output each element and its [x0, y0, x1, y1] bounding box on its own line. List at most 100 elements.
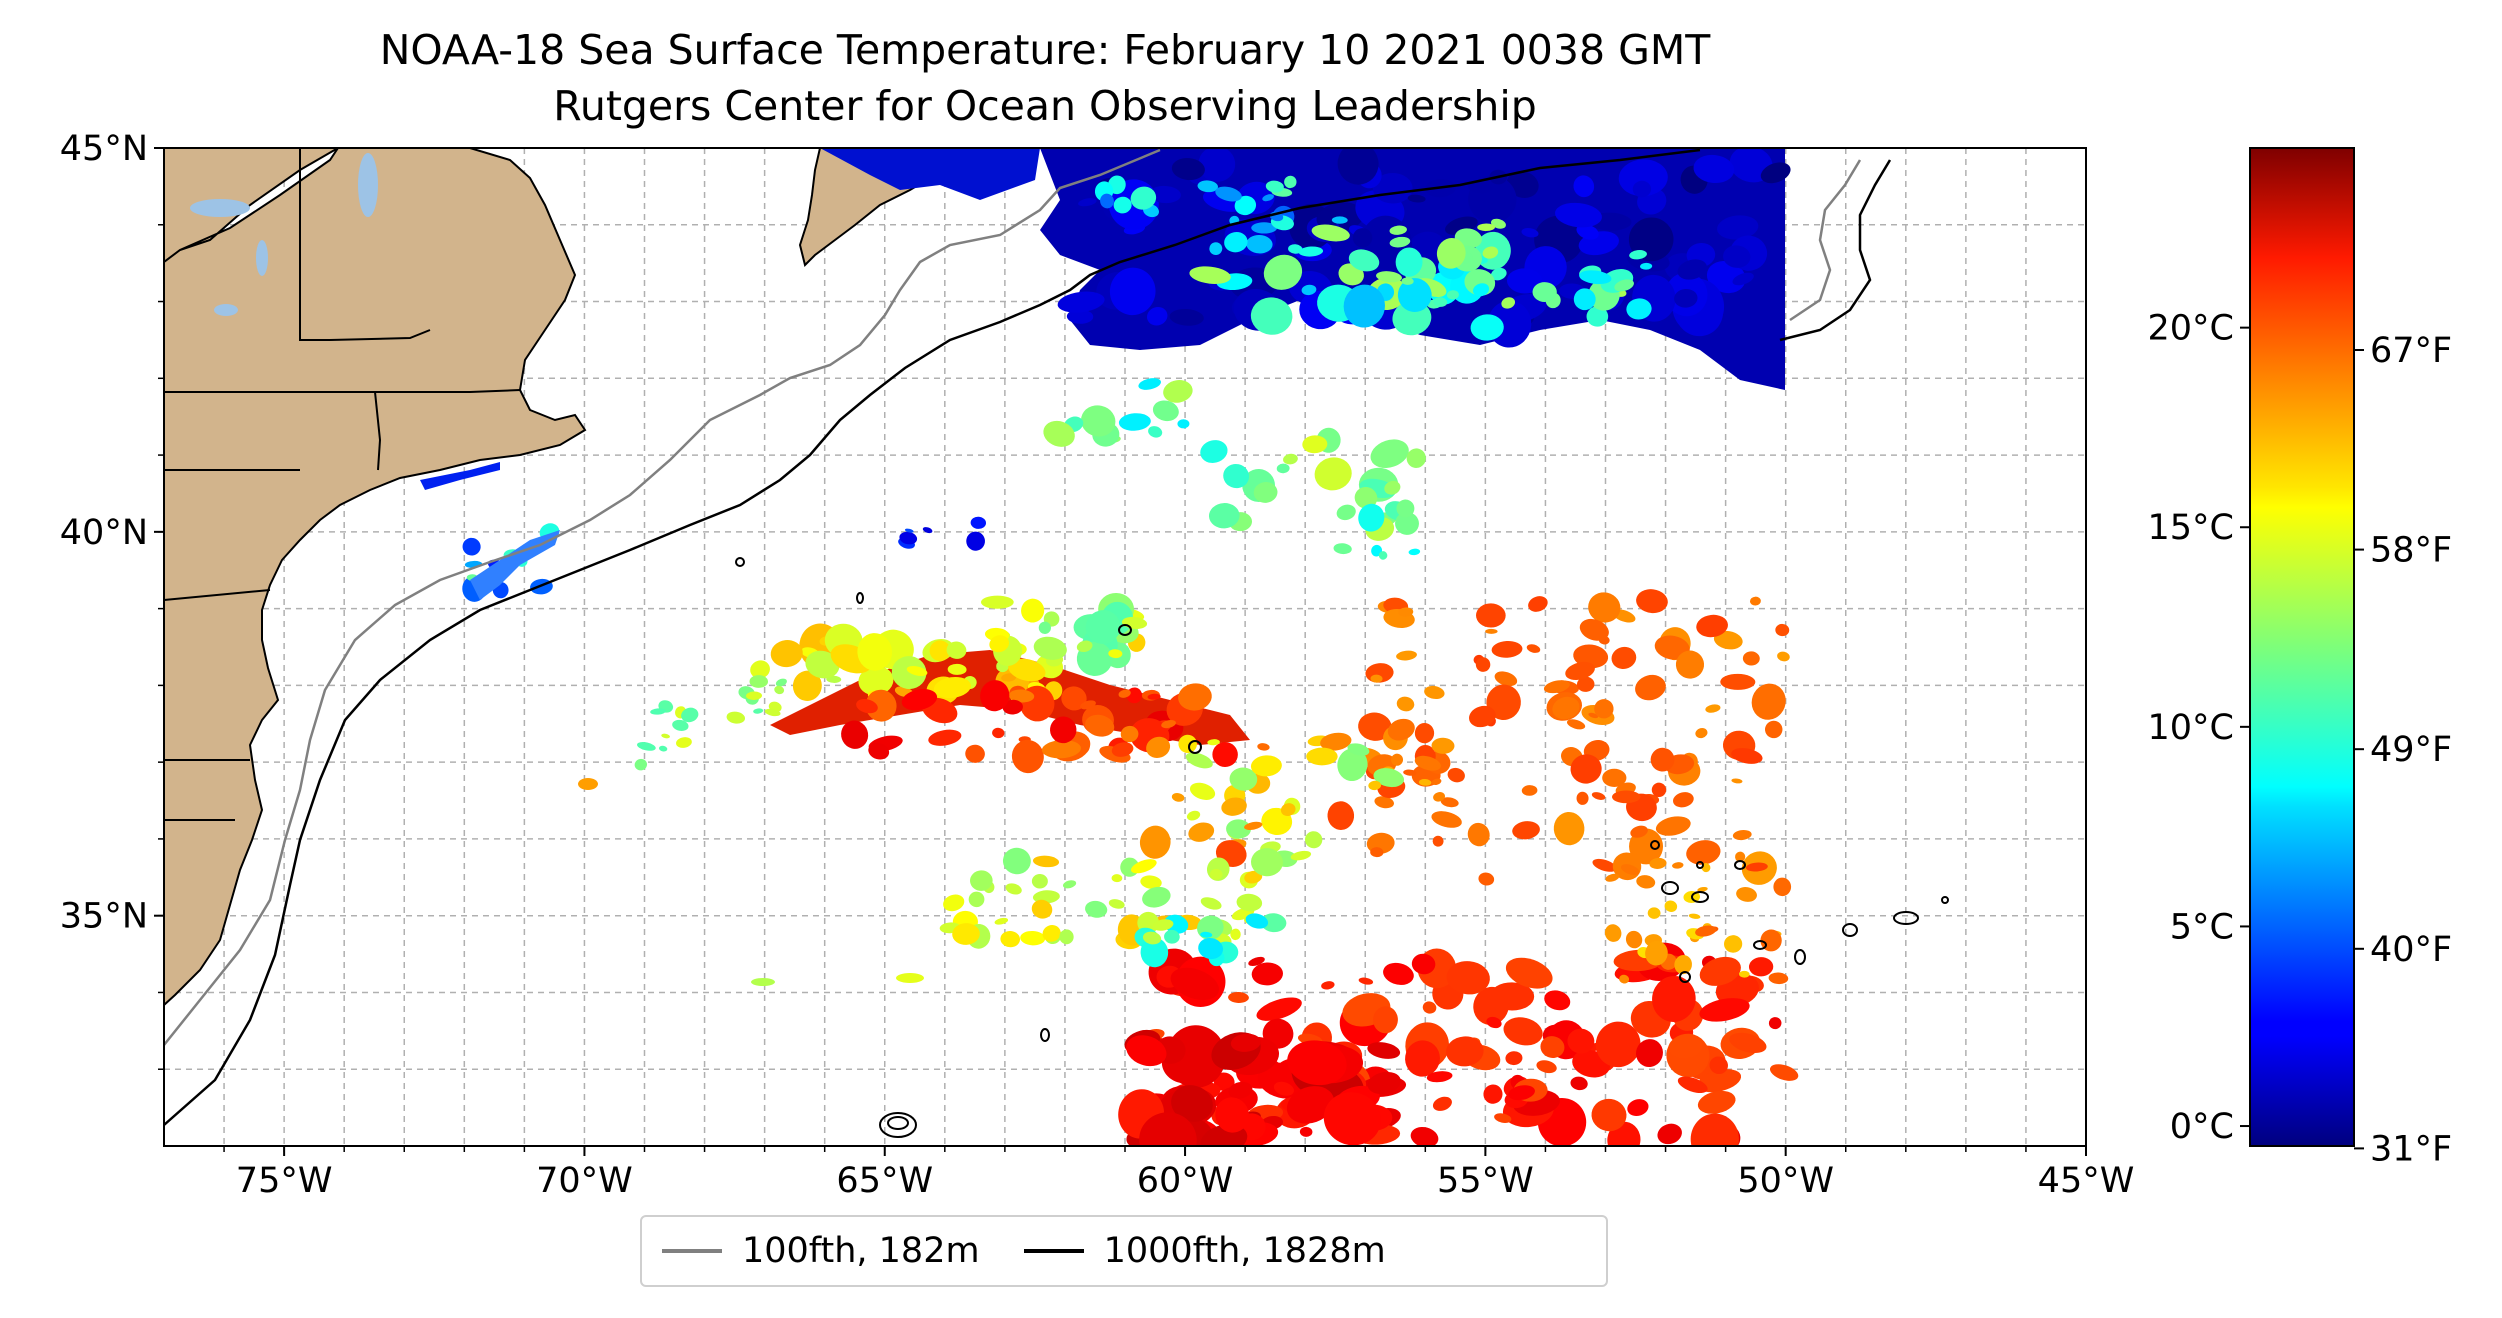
- sst-patch: [1604, 924, 1622, 942]
- sst-patch: [1478, 872, 1495, 886]
- sst-patch: [1717, 215, 1759, 240]
- legend: 100fth, 182m 1000fth, 1828m: [640, 1215, 1608, 1287]
- sst-patch: [1367, 1042, 1401, 1059]
- sst-patch: [1337, 148, 1379, 185]
- sst-patch: [1426, 1071, 1453, 1083]
- sst-patch: [1699, 956, 1741, 986]
- sst-patch: [1138, 378, 1161, 390]
- sst-patch: [1207, 739, 1220, 746]
- sst-patch: [1611, 646, 1637, 669]
- sst-patch: [1485, 628, 1498, 634]
- sst-patch: [1618, 159, 1668, 197]
- sst-patch: [1697, 1090, 1736, 1114]
- sst-patch: [1555, 202, 1602, 228]
- sst-patch: [989, 635, 1010, 653]
- sst-patch: [1742, 651, 1760, 666]
- sst-patch: [1486, 684, 1521, 720]
- sst-patch: [1146, 306, 1168, 326]
- sst-patch: [1304, 831, 1323, 849]
- sst-patch: [726, 711, 746, 724]
- sst-patch: [764, 708, 781, 717]
- sst-patch: [1198, 938, 1224, 960]
- contour-1000fth: [164, 148, 1701, 1126]
- sst-patch: [1229, 767, 1258, 791]
- sst-patch: [1244, 870, 1263, 884]
- sst-patch: [928, 729, 962, 746]
- sst-patch: [1085, 610, 1121, 644]
- sst-patch: [1595, 1021, 1641, 1068]
- sst-patch: [1570, 1076, 1588, 1091]
- sst-patch: [1042, 924, 1061, 942]
- sst-patch: [1483, 1084, 1503, 1104]
- sst-patch: [1395, 512, 1419, 535]
- sst-patch: [1619, 974, 1630, 984]
- sst-patch: [1723, 245, 1751, 268]
- sst-patch: [1424, 685, 1445, 700]
- sst-patch: [1447, 767, 1465, 783]
- sst-patch: [968, 891, 985, 908]
- sst-patch: [1406, 448, 1426, 468]
- sst-patch: [746, 691, 763, 700]
- sst-patch: [1695, 925, 1717, 937]
- sst-patch: [1178, 683, 1212, 711]
- sst-patch: [1108, 899, 1125, 909]
- sst-patch: [1397, 278, 1432, 312]
- legend-swatch-1000fth: [1023, 1249, 1084, 1253]
- sst-patch: [1314, 457, 1352, 491]
- sst-patch: [1043, 420, 1075, 447]
- sst-patch: [1544, 990, 1571, 1011]
- sst-patch: [1536, 1060, 1557, 1074]
- map-subtitle: Rutgers Center for Ocean Observing Leade…: [553, 82, 1537, 130]
- sst-patch: [1198, 148, 1236, 182]
- sst-patch: [1636, 589, 1668, 614]
- legend-item-1000fth: 1000fth, 1828m: [1023, 1231, 1386, 1271]
- sst-patch: [1038, 621, 1051, 635]
- sst-patch: [1118, 689, 1131, 698]
- sst-patch: [1370, 674, 1383, 683]
- sst-patch: [1263, 254, 1303, 290]
- sst-patch: [922, 527, 933, 534]
- sst-patch: [1251, 222, 1278, 234]
- sst-patch: [1736, 887, 1757, 902]
- sst-data: [420, 148, 1799, 1146]
- sst-patch: [1573, 288, 1596, 311]
- sst-patch: [1470, 314, 1504, 341]
- sst-patch: [1163, 380, 1193, 403]
- sst-patch: [1113, 196, 1132, 214]
- sst-patch: [1085, 714, 1115, 737]
- sst-patch: [1050, 716, 1077, 744]
- sst-patch: [966, 531, 985, 551]
- sst-patch: [1769, 1064, 1799, 1081]
- sst-patch: [1031, 899, 1053, 919]
- sst-patch: [1358, 712, 1392, 741]
- sst-patch: [1130, 859, 1157, 874]
- sst-patch: [970, 516, 987, 529]
- lon-tick-label: 70°W: [536, 1161, 633, 1201]
- sst-patch: [1302, 435, 1328, 454]
- sst-patch: [1565, 661, 1595, 681]
- sst-patch: [1686, 840, 1721, 865]
- sst-patch: [1605, 873, 1620, 882]
- state-borders: [164, 148, 521, 821]
- sst-patch: [1570, 754, 1602, 784]
- sst-patch: [1273, 1081, 1294, 1096]
- sst-patch: [1636, 875, 1656, 889]
- lon-tick-label: 50°W: [1737, 1161, 1834, 1201]
- sst-patch: [1654, 635, 1690, 660]
- sst-patch: [1149, 185, 1181, 204]
- sst-patch: [1200, 931, 1213, 938]
- sst-patch: [1215, 186, 1242, 202]
- sst-patch: [1724, 935, 1743, 953]
- sst-patch: [1512, 821, 1540, 840]
- colorbar-f-label: 49°F: [2370, 730, 2452, 770]
- sst-patch: [1139, 825, 1171, 859]
- sst-patch: [1343, 284, 1385, 328]
- sst-patch: [1629, 250, 1647, 260]
- sst-patch: [1431, 811, 1462, 828]
- sst-patch: [901, 688, 938, 711]
- sst-patch: [1697, 1069, 1742, 1093]
- sst-patch: [1245, 913, 1269, 929]
- sst-patch: [1387, 718, 1415, 741]
- sst-patch: [1336, 504, 1356, 521]
- sst-patch: [1432, 1096, 1452, 1111]
